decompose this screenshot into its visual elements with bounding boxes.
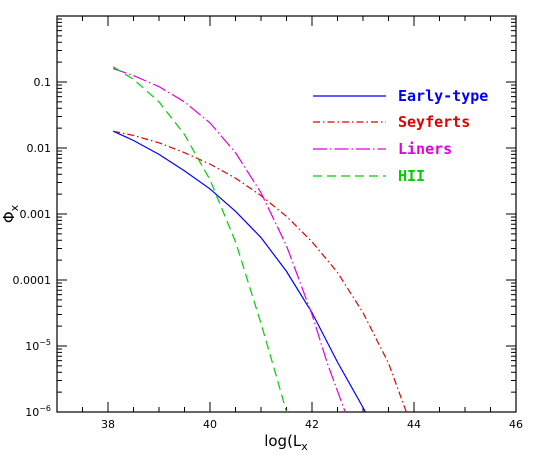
axis-ticks: [56, 16, 517, 413]
legend-label-seyferts: Seyferts: [398, 113, 470, 131]
series-line-hii: [112, 66, 288, 413]
legend-label-liners: Liners: [398, 140, 452, 158]
x-tick-label: 40: [203, 418, 217, 431]
series-lines: [112, 66, 407, 413]
y-tick-label: 0.01: [27, 142, 52, 155]
legend-label-hii: HII: [398, 167, 425, 185]
x-tick-labels: 38 40 42 44 46: [101, 418, 523, 431]
x-tick-label: 38: [101, 418, 115, 431]
plot-frame: [56, 15, 517, 413]
legend: Early-type Seyferts Liners HII: [313, 87, 488, 185]
x-axis-label: log(Lx: [264, 432, 308, 453]
x-tick-label: 42: [305, 418, 319, 431]
y-tick-label: 0.0001: [13, 274, 52, 287]
legend-label-early-type: Early-type: [398, 87, 488, 105]
y-tick-label: 0.1: [34, 76, 52, 89]
y-tick-label: 0.001: [20, 208, 52, 221]
y-tick-labels: 0.1 0.01 0.001 0.0001 10−5 10−6: [13, 76, 52, 419]
y-tick-label: 10−5: [25, 338, 51, 353]
x-tick-label: 46: [509, 418, 523, 431]
series-line-early-type: [112, 130, 367, 413]
y-axis-label: Φx: [0, 204, 21, 223]
y-tick-label: 10−6: [25, 404, 51, 419]
x-tick-label: 44: [407, 418, 421, 431]
series-line-seyferts: [112, 130, 407, 413]
series-line-liners: [112, 67, 346, 413]
